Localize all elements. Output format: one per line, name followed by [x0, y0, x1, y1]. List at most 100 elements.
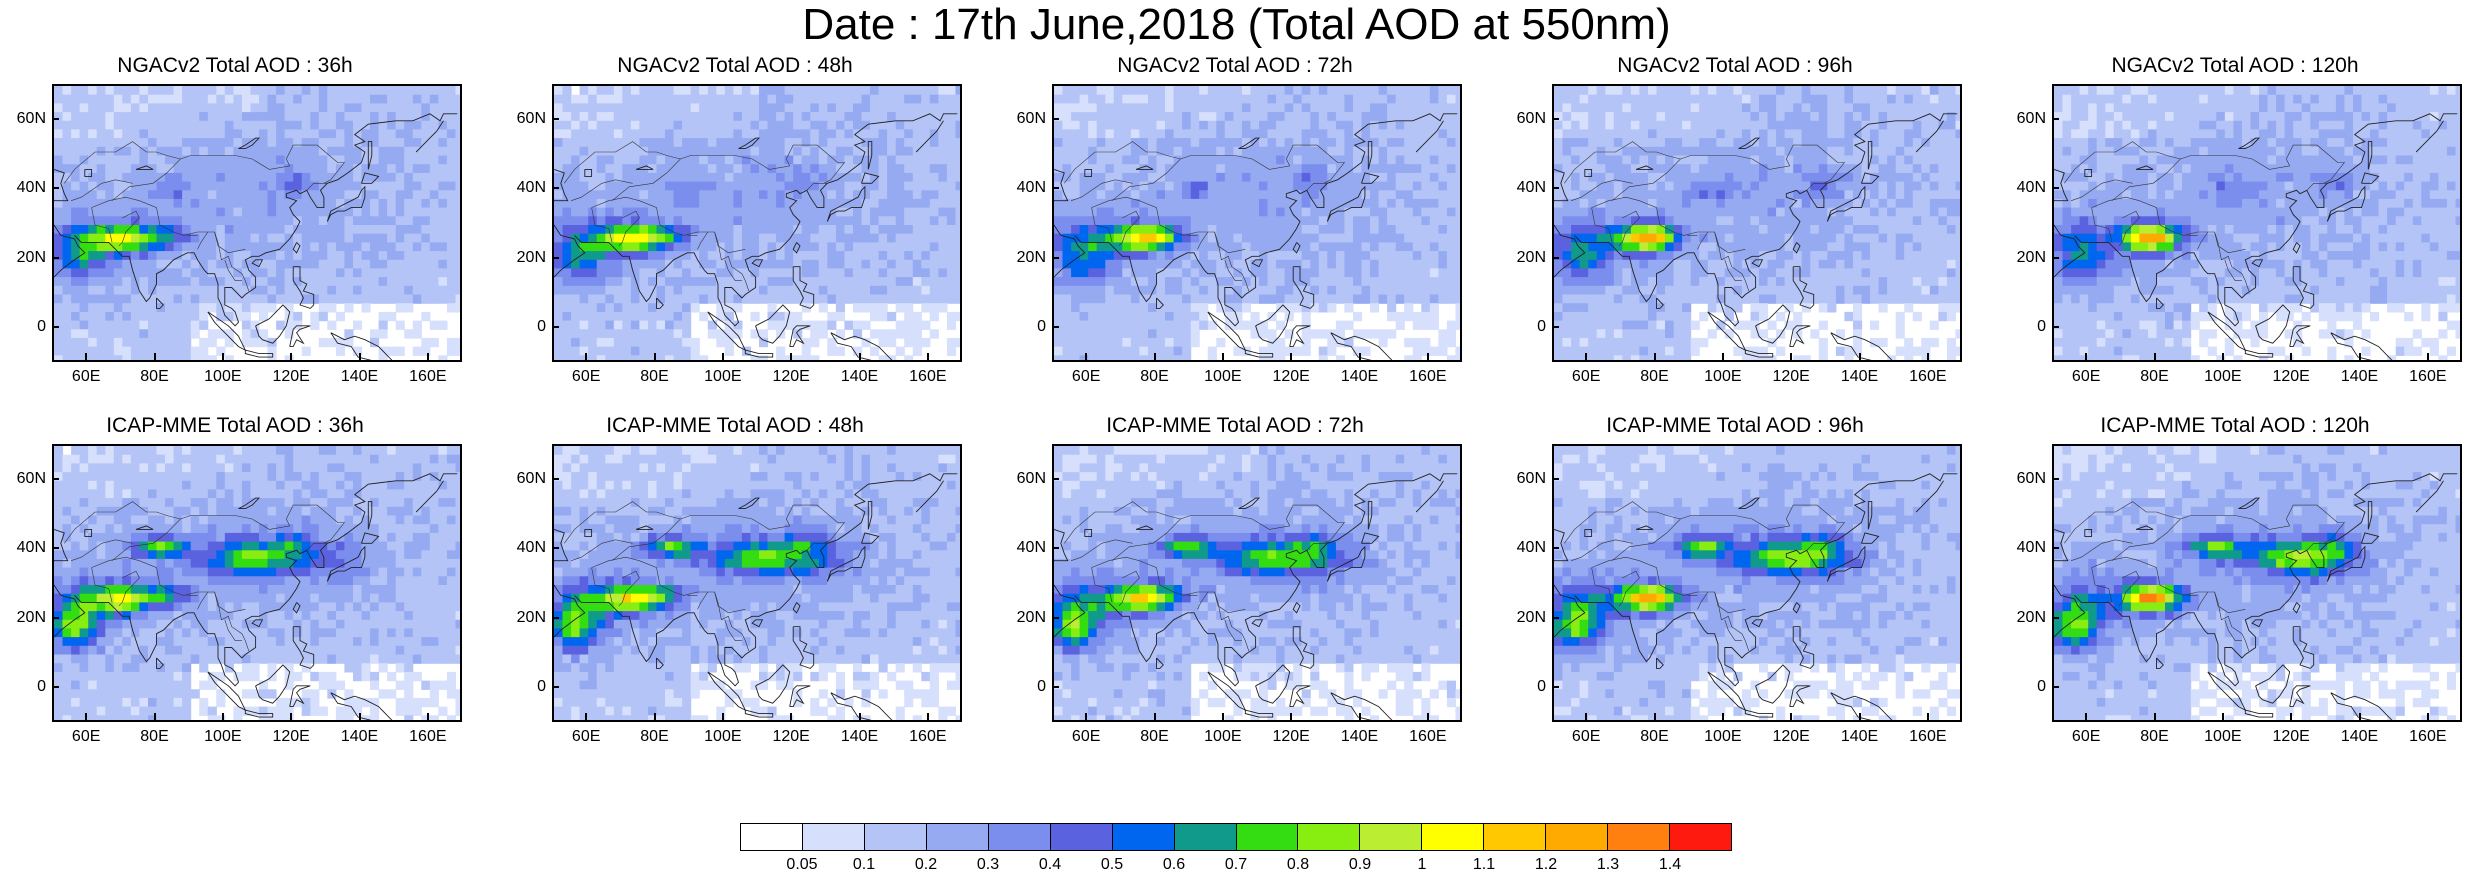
aod-cell — [165, 329, 175, 339]
aod-cell — [293, 138, 303, 148]
aod-cell — [395, 216, 405, 226]
aod-cell — [412, 198, 422, 209]
aod-cell — [438, 164, 448, 174]
aod-cell — [1293, 190, 1303, 200]
aod-cell — [1199, 190, 1209, 200]
aod-cell — [639, 251, 649, 261]
aod-cell — [665, 329, 675, 339]
aod-cell — [1370, 329, 1380, 339]
aod-cell — [878, 259, 888, 270]
aod-cell — [353, 146, 363, 157]
aod-cell — [613, 268, 623, 278]
aod-cell — [1190, 207, 1200, 217]
aod-cell — [895, 259, 905, 270]
aod-cell — [1335, 86, 1345, 96]
aod-cell — [139, 129, 149, 139]
aod-cell — [1113, 225, 1123, 235]
aod-cell — [446, 198, 456, 209]
aod-cell — [395, 277, 405, 287]
aod-cell — [1216, 181, 1226, 191]
panel-title: NGACv2 Total AOD : 36h — [117, 54, 353, 77]
aod-cell — [1579, 164, 1589, 174]
aod-cell — [1446, 268, 1456, 278]
aod-cell — [716, 329, 726, 339]
aod-cell — [207, 172, 217, 183]
aod-cell — [1344, 138, 1354, 148]
aod-cell — [165, 320, 175, 330]
aod-cell — [938, 233, 948, 243]
aod-cell — [1579, 181, 1589, 191]
aod-cell — [938, 225, 948, 235]
aod-cell — [1284, 155, 1294, 165]
aod-cell — [293, 268, 303, 278]
aod-cell — [190, 259, 200, 270]
coastline — [1415, 120, 1444, 153]
aod-cell — [62, 294, 72, 304]
aod-cell — [438, 259, 448, 270]
aod-cell — [1054, 251, 1064, 261]
aod-cell — [1707, 86, 1717, 96]
aod-cell — [895, 146, 905, 157]
aod-cell — [1438, 129, 1448, 139]
aod-cell — [1301, 190, 1311, 200]
aod-cell — [810, 277, 820, 287]
aod-cell — [613, 225, 623, 235]
coastline — [574, 113, 958, 327]
aod-cell — [707, 112, 717, 122]
aod-cell — [690, 94, 700, 104]
aod-cell — [1588, 120, 1598, 131]
aod-cell — [122, 103, 132, 113]
aod-cell — [605, 129, 615, 139]
aod-cell — [750, 355, 760, 360]
aod-cell — [318, 337, 328, 348]
aod-cell — [1071, 268, 1081, 278]
aod-cell — [767, 285, 777, 296]
aod-cell — [1724, 120, 1734, 131]
aod-cell — [1293, 120, 1303, 131]
aod-cell — [361, 94, 371, 104]
aod-cell — [1122, 207, 1132, 217]
coastline — [1292, 266, 1315, 309]
aod-cell — [844, 181, 854, 191]
aod-cell — [310, 268, 320, 278]
aod-cell — [190, 329, 200, 339]
aod-cell — [344, 259, 354, 270]
aod-cell — [1421, 112, 1431, 122]
aod-cell — [165, 172, 175, 183]
aod-cell — [1122, 198, 1132, 209]
aod-cell — [853, 294, 863, 304]
aod-cell — [1139, 86, 1149, 96]
aod-cell — [1750, 129, 1760, 139]
aod-cell — [571, 320, 581, 330]
map-area — [1552, 84, 1962, 362]
aod-cell — [310, 120, 320, 131]
aod-cell — [835, 103, 845, 113]
lon-tick — [585, 353, 588, 360]
aod-cell — [912, 129, 922, 139]
aod-cell — [827, 233, 837, 243]
aod-cell — [639, 172, 649, 183]
aod-cell — [1284, 268, 1294, 278]
aod-cell — [165, 311, 175, 322]
aod-cell — [639, 311, 649, 322]
aod-cell — [784, 112, 794, 122]
aod-cell — [1648, 155, 1658, 165]
aod-cell — [588, 190, 598, 200]
aod-cell — [1844, 172, 1854, 183]
aod-cell — [656, 346, 666, 356]
aod-cell — [130, 198, 140, 209]
aod-cell — [429, 138, 439, 148]
aod-cell — [801, 337, 811, 348]
aod-cell — [378, 164, 388, 174]
aod-cell — [605, 242, 615, 252]
aod-cell — [1699, 172, 1709, 183]
aod-cell — [1733, 146, 1743, 157]
aod-cell — [1062, 329, 1072, 339]
aod-cell — [318, 190, 328, 200]
aod-cell — [1673, 94, 1683, 104]
aod-cell — [1088, 233, 1098, 243]
aod-cell — [1259, 207, 1269, 217]
aod-cell — [1276, 268, 1286, 278]
aod-cell — [387, 172, 397, 183]
aod-cell — [1741, 164, 1751, 174]
